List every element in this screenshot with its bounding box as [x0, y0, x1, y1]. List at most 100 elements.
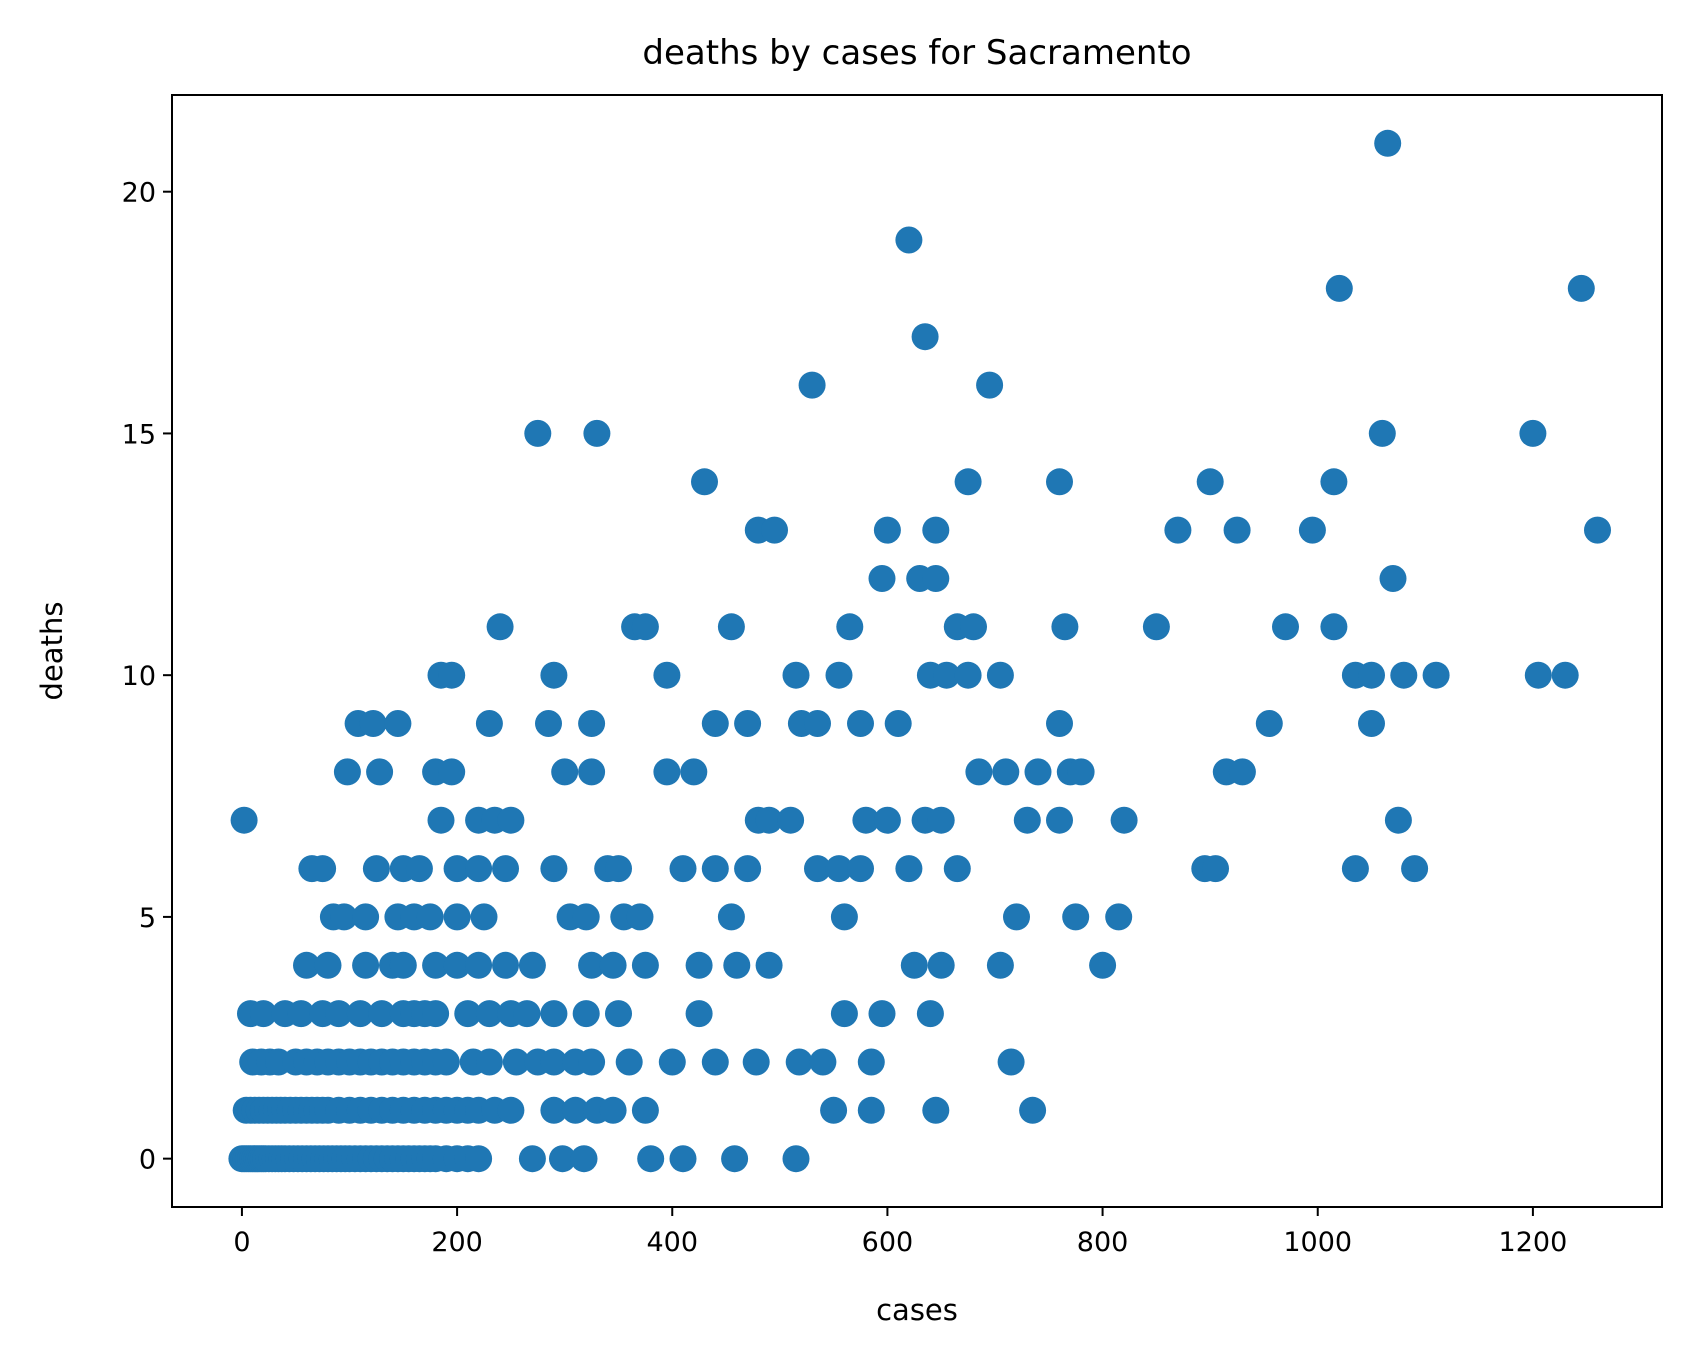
data-point-57	[669, 1145, 697, 1173]
data-point-228	[852, 806, 880, 834]
chart-title: deaths by cases for Sacramento	[642, 33, 1191, 73]
data-point-313	[1519, 419, 1547, 447]
data-point-211	[804, 855, 831, 883]
data-point-168	[492, 951, 519, 979]
data-point-277	[1358, 661, 1385, 689]
data-point-161	[314, 951, 342, 979]
data-point-167	[465, 951, 493, 979]
data-point-303	[1298, 516, 1326, 544]
data-point-181	[330, 903, 358, 931]
data-point-135	[857, 1048, 885, 1076]
data-point-236	[333, 758, 361, 786]
data-point-157	[830, 1000, 858, 1028]
data-point-274	[954, 661, 982, 689]
data-point-311	[583, 419, 611, 447]
data-point-100	[857, 1096, 885, 1124]
data-point-281	[1551, 661, 1579, 689]
data-point-235	[1384, 806, 1412, 834]
data-point-286	[836, 613, 864, 641]
x-tick-label-600: 600	[862, 1227, 914, 1258]
data-point-234	[1110, 806, 1138, 834]
data-point-302	[1223, 516, 1251, 544]
data-point-164	[389, 951, 417, 979]
data-point-253	[384, 710, 412, 737]
data-point-134	[809, 1048, 837, 1076]
y-tick-label-15: 15	[122, 419, 156, 450]
data-point-245	[992, 758, 1020, 786]
data-point-213	[847, 855, 874, 883]
data-point-172	[631, 951, 659, 979]
data-point-224	[497, 806, 525, 834]
data-point-166	[443, 951, 471, 979]
data-point-203	[465, 855, 493, 883]
data-point-123	[475, 1048, 503, 1076]
data-point-121	[432, 1048, 460, 1076]
data-point-93	[497, 1096, 525, 1124]
data-point-202	[443, 855, 471, 883]
data-point-289	[1051, 613, 1079, 641]
data-point-315	[976, 371, 1004, 399]
data-point-241	[578, 758, 606, 786]
data-point-319	[895, 226, 923, 254]
data-point-192	[717, 903, 745, 931]
x-tick-label-1000: 1000	[1283, 1227, 1352, 1258]
data-point-208	[669, 855, 697, 883]
data-point-233	[1046, 806, 1073, 834]
data-point-144	[368, 1000, 396, 1028]
data-point-240	[551, 758, 579, 786]
data-point-94	[540, 1096, 568, 1124]
data-point-191	[626, 903, 654, 931]
data-point-254	[475, 710, 503, 737]
data-point-275	[986, 661, 1014, 689]
y-tick-label-10: 10	[122, 661, 156, 692]
data-point-242	[653, 758, 681, 786]
data-point-226	[755, 806, 783, 834]
data-point-158	[868, 1000, 896, 1028]
data-point-273	[933, 661, 961, 689]
data-point-282	[486, 613, 514, 641]
data-point-271	[825, 661, 853, 689]
data-point-317	[1325, 274, 1353, 302]
data-point-56	[637, 1145, 665, 1173]
data-point-95	[561, 1096, 589, 1124]
data-point-298	[761, 516, 788, 544]
data-point-300	[922, 516, 950, 544]
data-point-131	[701, 1048, 729, 1076]
data-point-264	[1255, 710, 1283, 737]
data-point-290	[1142, 613, 1170, 641]
data-point-288	[960, 613, 987, 641]
data-point-55	[570, 1145, 598, 1173]
data-point-128	[578, 1048, 606, 1076]
data-point-156	[685, 1000, 713, 1028]
data-point-260	[804, 710, 831, 737]
data-point-258	[734, 710, 762, 737]
data-point-314	[798, 371, 826, 399]
data-point-58	[721, 1145, 749, 1173]
data-point-218	[1341, 855, 1369, 883]
data-point-306	[954, 468, 982, 496]
data-point-143	[346, 1000, 374, 1028]
data-point-187	[470, 903, 498, 931]
y-tick-label-20: 20	[122, 178, 156, 209]
data-point-305	[691, 468, 718, 496]
data-point-189	[572, 903, 600, 931]
data-point-102	[1019, 1096, 1047, 1124]
y-axis-ticks: 0 5 10 15 20	[122, 178, 172, 1176]
data-point-267	[438, 661, 466, 689]
data-point-140	[287, 1000, 315, 1028]
data-point-231	[927, 806, 955, 834]
data-point-243	[680, 758, 708, 786]
plot-frame	[171, 94, 1663, 1208]
data-point-53	[518, 1145, 546, 1173]
data-point-124	[502, 1048, 530, 1076]
data-point-209	[701, 855, 729, 883]
data-point-285	[717, 613, 745, 641]
data-point-269	[653, 661, 681, 689]
x-axis-ticks: 0 200 400 600 800 1000 1200	[233, 1207, 1567, 1258]
data-point-54	[549, 1145, 576, 1173]
data-point-142	[325, 1000, 353, 1028]
data-point-215	[943, 855, 971, 883]
data-point-193	[830, 903, 858, 931]
data-point-52	[465, 1145, 493, 1173]
